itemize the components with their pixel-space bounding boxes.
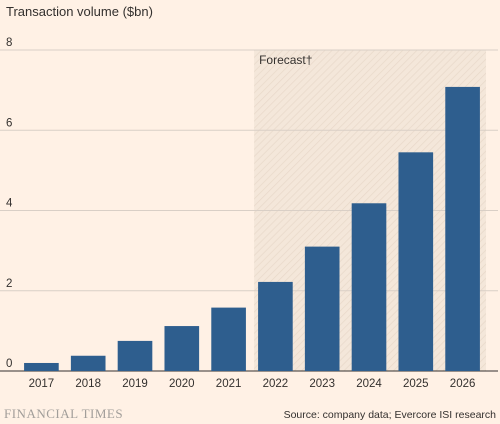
y-tick-label: 4 xyxy=(6,198,13,210)
x-tick-label: 2023 xyxy=(309,378,335,390)
y-tick-label: 6 xyxy=(6,117,12,129)
x-tick-label: 2017 xyxy=(29,378,55,390)
x-tick-label: 2020 xyxy=(169,378,195,390)
x-tick-label: 2026 xyxy=(450,378,476,390)
x-tick-label: 2025 xyxy=(403,378,429,390)
bar xyxy=(258,281,293,371)
y-tick-label: 8 xyxy=(6,37,12,49)
bar xyxy=(211,307,246,371)
source-note: Source: company data; Evercore ISI resea… xyxy=(283,409,496,421)
y-tick-label: 0 xyxy=(6,358,12,370)
bar xyxy=(117,340,153,371)
x-tick-label: 2021 xyxy=(216,378,242,390)
chart-title: Transaction volume ($bn) xyxy=(6,4,153,19)
bar xyxy=(445,86,480,371)
bar xyxy=(24,362,59,371)
bar xyxy=(398,152,434,371)
bar xyxy=(70,355,106,371)
x-tick-label: 2018 xyxy=(75,378,101,390)
brand-logo-text: FINANCIAL TIMES xyxy=(4,406,124,421)
bar xyxy=(164,326,200,371)
bar xyxy=(304,246,340,371)
x-tick-label: 2019 xyxy=(122,378,148,390)
x-tick-label: 2024 xyxy=(356,378,382,390)
forecast-label: Forecast† xyxy=(259,53,312,67)
x-tick-label: 2022 xyxy=(263,378,289,390)
y-tick-label: 2 xyxy=(6,278,12,290)
bar xyxy=(351,203,387,371)
